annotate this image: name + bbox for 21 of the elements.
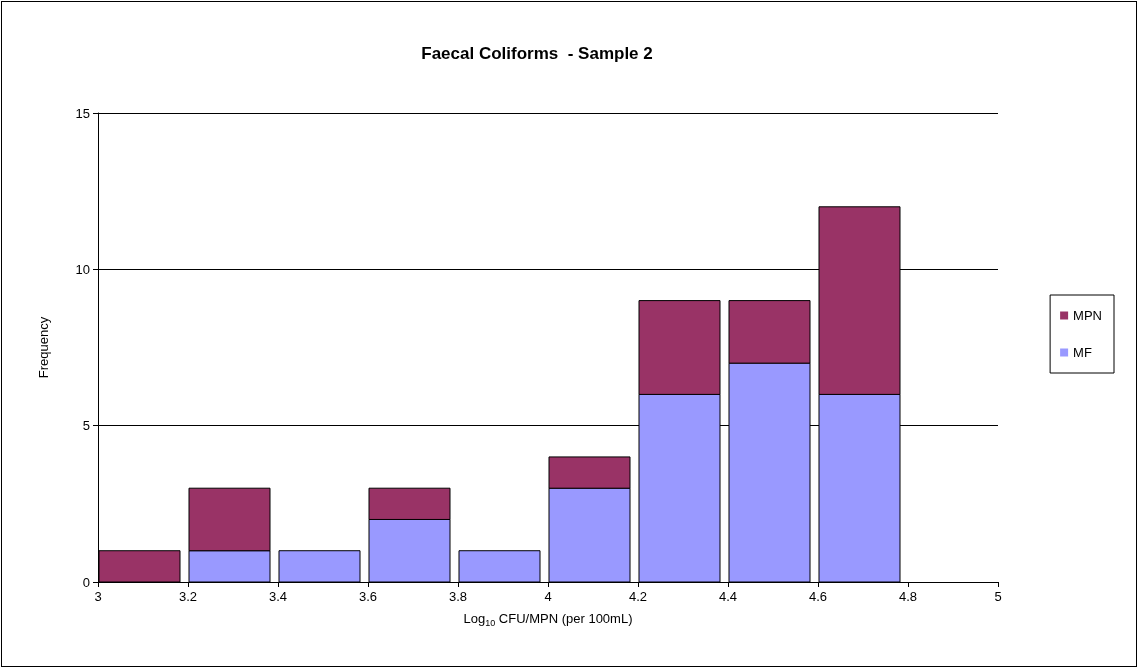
bar [458,550,541,583]
legend-label: MF [1073,345,1092,360]
legend-label: MPN [1073,308,1102,323]
x-tick-label: 4 [544,589,552,604]
x-tick-label: 4.6 [808,589,828,604]
y-tick-label: 10 [75,261,90,277]
x-tick-label: 5 [994,589,1002,604]
y-tick-label: 0 [82,574,90,590]
chart-title: Faecal Coliforms - Sample 2 [421,44,653,63]
y-tick-label: 15 [75,105,90,121]
y-axis-title: Frequency [36,316,51,379]
y-tick-label: 5 [82,418,90,434]
x-tick-label: 3 [94,589,102,604]
x-tick-label: 4.8 [898,589,918,604]
x-tick-label: 3.2 [178,589,198,604]
x-tick-label: 3.8 [448,589,468,604]
x-tick-label: 3.4 [268,589,288,604]
bar [278,550,361,583]
x-tick-label: 3.6 [358,589,378,604]
x-tick-label: 4.2 [628,589,648,604]
x-tick-label: 4.4 [718,589,738,604]
